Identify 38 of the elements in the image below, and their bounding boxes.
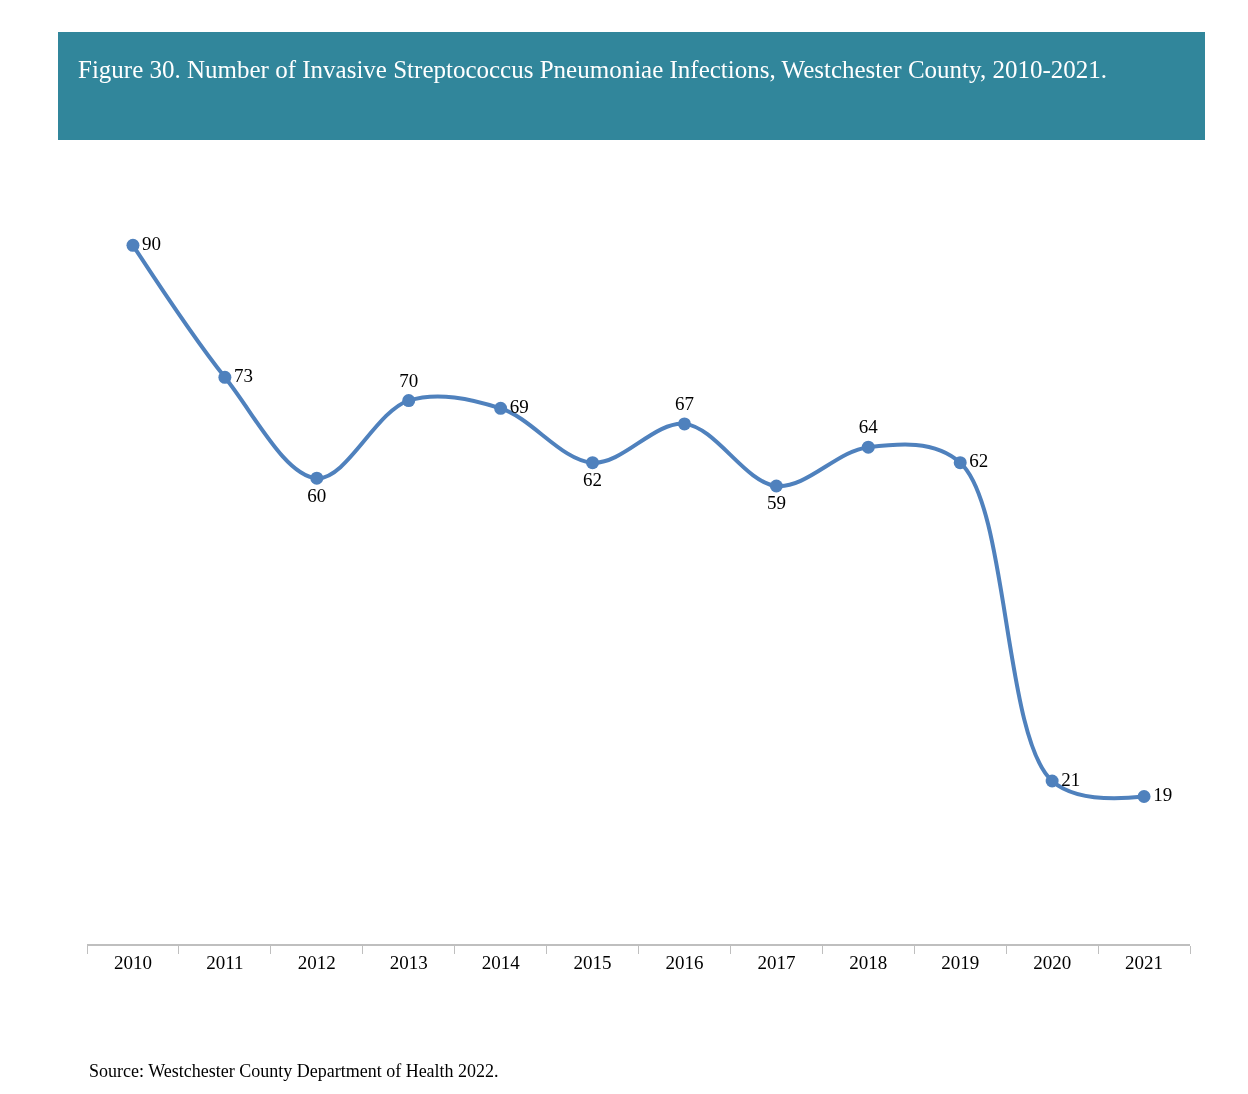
data-label: 59 — [766, 492, 786, 514]
data-label: 64 — [858, 416, 879, 438]
data-label: 21 — [1061, 768, 1081, 790]
x-tick-label: 2020 — [1033, 951, 1072, 973]
point — [677, 417, 691, 431]
point — [1045, 774, 1059, 788]
point — [310, 471, 324, 485]
point — [586, 456, 600, 470]
point — [953, 456, 967, 470]
data-label: 69 — [509, 396, 529, 418]
data-label: 90 — [142, 233, 162, 255]
point — [769, 479, 783, 493]
data-label: 62 — [969, 450, 989, 472]
point — [126, 238, 140, 252]
point — [861, 440, 875, 454]
x-tick-label: 2010 — [113, 951, 152, 973]
data-label: 73 — [234, 365, 254, 387]
x-tick-label: 2014 — [481, 951, 521, 973]
x-tick-label: 2018 — [849, 951, 888, 973]
data-label: 19 — [1153, 784, 1173, 806]
x-tick-label: 2011 — [206, 951, 244, 973]
data-label: 60 — [307, 484, 327, 506]
chart-title: Figure 30. Number of Invasive Streptococcus Pneumoniae Infections, Westchester County, 2010-2021. — [58, 32, 1205, 140]
point — [218, 370, 232, 384]
x-tick-label: 2015 — [573, 951, 612, 973]
point — [402, 394, 416, 408]
x-tick-label: 2013 — [389, 951, 428, 973]
x-tick-label: 2019 — [941, 951, 980, 973]
x-tick-label: 2017 — [757, 951, 796, 973]
data-label: 67 — [674, 393, 694, 415]
source-note: Source: Westchester County Department of Health 2022. — [89, 1061, 499, 1081]
data-label: 62 — [583, 469, 603, 491]
point — [1137, 790, 1151, 803]
x-tick-label: 2021 — [1125, 951, 1164, 973]
x-tick-label: 2016 — [665, 951, 704, 973]
data-label: 70 — [399, 369, 419, 391]
x-tick-label: 2012 — [297, 951, 336, 973]
point — [494, 401, 508, 415]
